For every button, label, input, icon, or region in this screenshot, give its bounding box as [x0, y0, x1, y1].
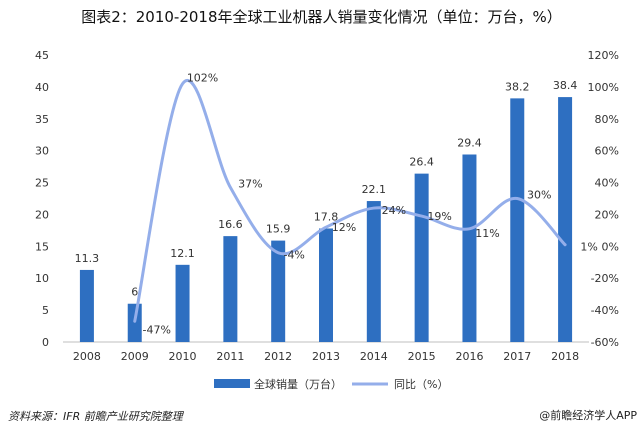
line-data-label: 19%: [427, 210, 451, 223]
right-axis-tick-label: 40%: [595, 177, 619, 190]
right-axis-tick-label: 20%: [595, 208, 619, 221]
bar-data-label: 15.9: [266, 223, 291, 236]
left-axis-tick-label: 45: [35, 49, 49, 62]
x-axis-tick-label: 2017: [503, 350, 531, 363]
line-data-label: -47%: [143, 323, 171, 336]
left-axis-tick-label: 35: [35, 113, 49, 126]
bar-data-label: 11.3: [75, 252, 100, 265]
line-data-label: 30%: [527, 189, 551, 202]
bar-data-label: 29.4: [457, 136, 482, 149]
bar-data-label: 38.2: [505, 80, 530, 93]
x-axis-tick-label: 2009: [121, 350, 149, 363]
legend-bar-label: 全球销量（万台）: [254, 377, 342, 391]
right-axis-tick-label: -40%: [591, 304, 619, 317]
right-axis-tick-label: 0%: [602, 240, 619, 253]
bar: [558, 97, 573, 343]
right-axis-tick-label: 120%: [588, 49, 619, 62]
x-axis-tick-label: 2018: [551, 350, 579, 363]
line-data-label: 102%: [187, 72, 218, 85]
x-axis-tick-label: 2010: [169, 350, 197, 363]
left-axis-tick-label: 15: [35, 240, 49, 253]
left-axis-tick-label: 5: [42, 304, 49, 317]
bar: [223, 236, 238, 342]
line-data-label: 11%: [475, 227, 499, 240]
brand-credit: @前瞻经济学人APP: [539, 409, 637, 422]
chart-title: 图表2：2010-2018年全球工业机器人销量变化情况（单位：万台，%）: [81, 8, 562, 26]
line-data-label: 1%: [580, 241, 597, 254]
line-data-label: 24%: [382, 204, 406, 217]
bar: [366, 201, 381, 342]
legend-line-label: 同比（%）: [394, 378, 448, 391]
bar: [319, 228, 333, 342]
x-axis-tick-label: 2016: [455, 350, 483, 363]
bar: [271, 240, 286, 342]
left-axis-tick-label: 20: [35, 208, 49, 221]
bar-data-label: 26.4: [409, 156, 434, 169]
line-data-label: 12%: [332, 221, 356, 234]
bar-data-label: 16.6: [218, 218, 243, 231]
x-axis-tick-label: 2015: [408, 350, 436, 363]
x-axis-tick-label: 2012: [264, 350, 292, 363]
right-axis-tick-label: 60%: [595, 145, 619, 158]
x-axis-tick-label: 2008: [73, 350, 101, 363]
bar-data-label: 17.8: [314, 210, 339, 223]
bar-data-label: 38.4: [553, 79, 578, 92]
bar: [462, 154, 477, 342]
legend-bar-swatch: [214, 379, 250, 388]
left-axis-tick-label: 0: [42, 336, 49, 349]
left-axis-tick-label: 25: [35, 177, 49, 190]
bar: [79, 269, 94, 342]
x-axis-tick-label: 2014: [360, 350, 388, 363]
bar: [175, 264, 190, 342]
left-axis-tick-label: 40: [35, 81, 49, 94]
bar-data-label: 22.1: [362, 183, 387, 196]
yoy-line: [133, 79, 567, 323]
bar-data-label: 6: [131, 286, 138, 299]
line-data-label: 37%: [238, 177, 262, 190]
source-note: 资料来源：IFR 前瞻产业研究院整理: [8, 410, 183, 423]
left-axis-tick-label: 30: [35, 145, 49, 158]
left-axis-tick-label: 10: [35, 272, 49, 285]
x-axis-tick-label: 2013: [312, 350, 340, 363]
right-axis-tick-label: -20%: [591, 272, 619, 285]
bar: [510, 98, 525, 342]
bar-data-label: 12.1: [170, 247, 195, 260]
bar: [414, 173, 429, 342]
right-axis-tick-label: -60%: [591, 336, 619, 349]
line-data-label: -4%: [283, 249, 304, 262]
right-axis-tick-label: 100%: [588, 81, 619, 94]
bar: [127, 303, 142, 342]
x-axis-tick-label: 2011: [216, 350, 244, 363]
right-axis-tick-label: 80%: [595, 113, 619, 126]
